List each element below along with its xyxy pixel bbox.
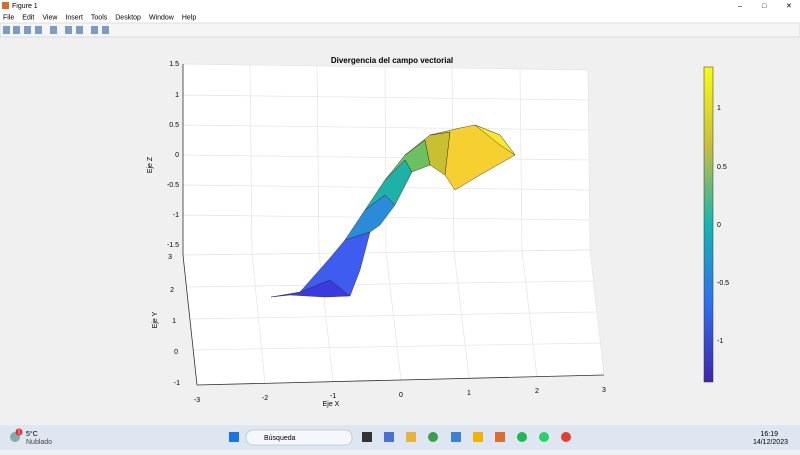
weather-desc: Nublado (26, 439, 52, 446)
y-tick-label: 2 (170, 287, 174, 294)
search-box[interactable] (245, 429, 353, 446)
weather-temp: 5°C (26, 430, 38, 438)
z-tick-label: -1 (173, 212, 179, 219)
menu-item[interactable]: File (3, 14, 14, 21)
tool[interactable] (91, 26, 98, 34)
tool[interactable] (102, 26, 109, 34)
menu-item[interactable]: Edit (22, 14, 34, 21)
app[interactable] (362, 432, 372, 442)
y-label: Eje Y (152, 311, 159, 328)
z-tick-label: 1.5 (169, 61, 179, 68)
colorbar-tick-label: -1 (717, 338, 723, 345)
x-tick-label: 3 (602, 387, 606, 394)
x-tick-label: -1 (330, 393, 336, 400)
app-icon (2, 2, 9, 9)
menu: File Edit View Insert Tools Desktop Window Help (3, 14, 196, 21)
colorbar (703, 66, 714, 383)
toolbar (0, 22, 800, 38)
title-bar (0, 0, 800, 12)
x-tick-label: 0 (399, 392, 403, 399)
app[interactable] (451, 432, 461, 442)
app[interactable] (517, 432, 527, 442)
app[interactable] (406, 432, 416, 442)
y-tick-label: 1 (172, 318, 176, 325)
toolbar-icons (3, 26, 109, 34)
window-title: Figure 1 (12, 3, 38, 10)
app[interactable] (561, 432, 571, 442)
y-tick-label: 0 (174, 349, 178, 356)
taskbar-apps (362, 432, 571, 442)
y-tick-label: -1 (174, 380, 180, 387)
close[interactable]: ✕ (786, 3, 792, 10)
z-tick-label: 0.5 (169, 122, 179, 129)
tool[interactable] (35, 26, 42, 34)
menu-item[interactable]: Desktop (115, 14, 141, 21)
tool[interactable] (13, 26, 20, 34)
colorbar-tick-label: 0.5 (717, 164, 727, 171)
colorbar-tick-label: -0.5 (717, 280, 729, 287)
app[interactable] (428, 432, 438, 442)
x-tick-label: 1 (467, 390, 471, 397)
badge (15, 428, 23, 436)
x-tick-label: 2 (535, 388, 539, 395)
colorbar-tick-label: 1 (717, 105, 721, 112)
app[interactable] (384, 432, 394, 442)
app[interactable] (539, 432, 549, 442)
menu-item[interactable]: Window (149, 14, 175, 21)
y-tick-label: 3 (168, 254, 172, 261)
badge-count: 1 (18, 429, 21, 435)
axes-lines (182, 64, 605, 386)
z-tick-label: 0 (175, 152, 179, 159)
z-label: Eje Z (147, 156, 154, 173)
z-tick-label: -0.5 (167, 182, 179, 189)
maximize[interactable]: □ (762, 3, 767, 10)
search-text: Búsqueda (264, 435, 296, 442)
x-label: Eje X (323, 401, 340, 408)
z-tick-label: 1 (175, 92, 179, 99)
tool[interactable] (65, 26, 72, 34)
z-tick-label: -1.5 (167, 242, 179, 249)
clock-date: 14/12/2023 (753, 439, 788, 446)
app[interactable] (495, 432, 505, 442)
x-tick-label: -3 (194, 397, 200, 404)
taskbar (0, 425, 800, 450)
tool[interactable] (24, 26, 31, 34)
start-button[interactable] (229, 432, 239, 442)
x-tick-label: -2 (262, 395, 268, 402)
app[interactable] (473, 432, 483, 442)
tool[interactable] (3, 26, 10, 34)
menu-item[interactable]: View (42, 14, 58, 21)
clock-time: 16:19 (760, 431, 778, 438)
minimize[interactable]: – (738, 3, 742, 10)
menu-item[interactable]: Tools (91, 14, 108, 21)
menu-item[interactable]: Help (182, 14, 197, 21)
tool[interactable] (50, 26, 57, 34)
menu-item[interactable]: Insert (65, 14, 83, 21)
colorbar-tick-label: 0 (717, 222, 721, 229)
plot-title: Divergencia del campo vectorial (331, 56, 453, 65)
menu-bar (0, 12, 800, 23)
surface (270, 124, 516, 298)
ticks: 1.5 1 0.5 0 -0.5 -1 -1.5 3 2 1 0 -1 -3 -2 -1 0 1 2 3 1 0.5 0 -… (167, 61, 729, 404)
grid (182, 63, 605, 386)
tool[interactable] (76, 26, 83, 34)
